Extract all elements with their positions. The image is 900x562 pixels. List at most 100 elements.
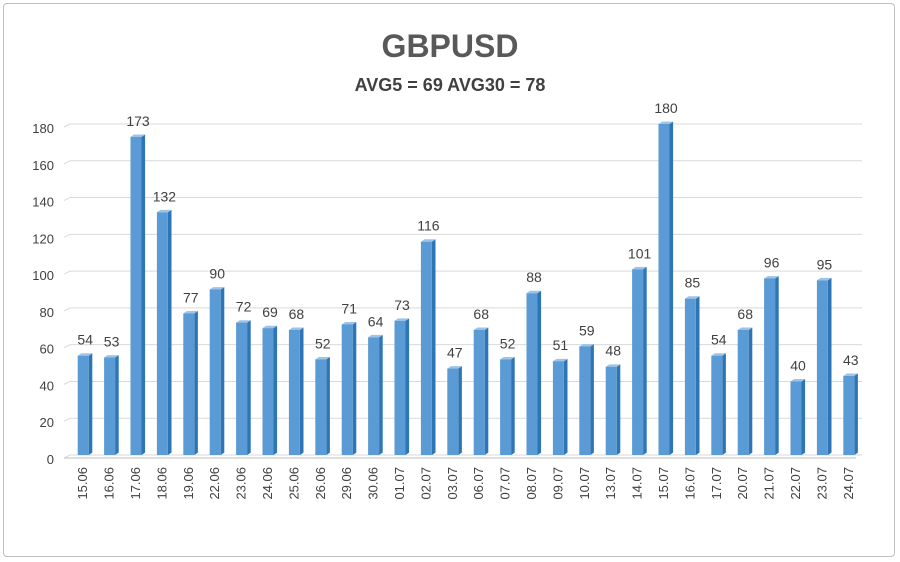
bar-front (579, 346, 591, 455)
bar-side (431, 239, 436, 455)
x-tick-label: 21.07 (762, 467, 777, 500)
bar (130, 134, 146, 455)
x-tick-label: 15.06 (75, 467, 90, 500)
bar-side (326, 356, 330, 455)
x-tick-label: 22.06 (207, 467, 222, 500)
bar-front (764, 278, 776, 455)
x-tick-label: 17.06 (128, 467, 143, 500)
chart-subtitle: AVG5 = 69 AVG30 = 78 (354, 75, 546, 95)
x-tick-label: 19.06 (181, 467, 196, 500)
bar-side (801, 379, 806, 455)
bar-side (537, 290, 542, 455)
y-tick-label: 20 (40, 415, 54, 430)
bar (77, 353, 93, 455)
gridline-diag (63, 160, 71, 165)
data-label: 132 (153, 188, 177, 204)
data-label: 47 (447, 345, 463, 361)
bar (500, 356, 515, 455)
x-tick-label: 03.07 (445, 467, 460, 500)
bar-front (104, 357, 116, 455)
bars (77, 121, 858, 455)
bar-top (315, 356, 330, 360)
x-tick-label: 23.07 (814, 467, 829, 500)
gridline-diag (63, 344, 71, 349)
bar-front (684, 298, 696, 455)
bar-top (684, 296, 700, 299)
bar (262, 325, 278, 455)
bar-front (658, 124, 670, 455)
y-tick-label: 0 (47, 452, 54, 467)
bar-front (288, 329, 300, 455)
bar-side (141, 134, 146, 455)
bar (394, 318, 410, 455)
bar-side (722, 353, 726, 455)
bar-front (368, 337, 380, 455)
bar-top (156, 209, 172, 213)
bar-side (273, 325, 278, 455)
bar-top (77, 353, 93, 356)
x-tick-label: 16.06 (102, 467, 117, 500)
bar-top (183, 311, 198, 314)
bar-side (88, 353, 93, 455)
chart-frame (3, 3, 895, 557)
bar-top (737, 327, 753, 330)
bar-front (711, 355, 723, 455)
data-label: 95 (817, 256, 833, 272)
bar-side (748, 327, 753, 455)
x-tick-label: 07.07 (498, 467, 513, 500)
y-tick-label: 100 (32, 268, 54, 283)
bar-top (500, 356, 515, 360)
bar (816, 277, 832, 455)
grid-lines (63, 123, 862, 459)
data-label: 90 (209, 266, 225, 282)
x-tick-label: 08.07 (524, 467, 539, 500)
x-tick-label: 22.07 (788, 467, 803, 500)
bar-front (605, 366, 617, 455)
bar (579, 344, 594, 455)
gridline-diag (63, 123, 71, 128)
bar (790, 379, 806, 455)
data-label: 77 (183, 289, 199, 305)
gridline-diag (63, 233, 71, 238)
bar-side (669, 121, 674, 455)
x-tick-label: 29.06 (339, 467, 354, 500)
data-label: 96 (764, 254, 780, 270)
data-label: 68 (737, 306, 753, 322)
bar-front (77, 355, 89, 455)
y-tick-label: 120 (32, 231, 54, 246)
bar-front (420, 241, 432, 455)
bar-top (605, 364, 621, 367)
bar-side (563, 358, 568, 455)
bar-front (315, 359, 327, 455)
data-label: 48 (605, 343, 621, 359)
y-tick-label: 180 (32, 121, 54, 136)
bar-side (379, 334, 383, 455)
bar-front (447, 368, 459, 455)
bar-top (394, 318, 410, 321)
data-label: 71 (341, 300, 357, 316)
bar (473, 327, 489, 455)
y-tick-label: 160 (32, 158, 54, 173)
data-label: 116 (417, 218, 440, 234)
bar-side (458, 366, 462, 455)
x-tick-label: 30.06 (366, 467, 381, 500)
data-label: 54 (77, 332, 93, 348)
x-tick-label: 24.07 (841, 467, 856, 500)
bar-front (236, 322, 248, 455)
bar-top (790, 379, 806, 382)
data-label: 68 (289, 306, 305, 322)
x-tick-label: 10.07 (577, 467, 592, 500)
data-label: 40 (790, 357, 806, 373)
bar (341, 322, 357, 455)
gridline-diag (63, 197, 71, 202)
x-tick-label: 02.07 (418, 467, 433, 500)
bar-top (420, 239, 436, 242)
bar-top (526, 290, 542, 294)
bar-front (209, 289, 221, 455)
x-tick-label: 23.06 (234, 467, 249, 500)
bar (552, 358, 568, 455)
data-label: 69 (262, 304, 278, 320)
bar-side (775, 276, 779, 455)
bar (368, 334, 383, 455)
bar-top (236, 320, 251, 323)
